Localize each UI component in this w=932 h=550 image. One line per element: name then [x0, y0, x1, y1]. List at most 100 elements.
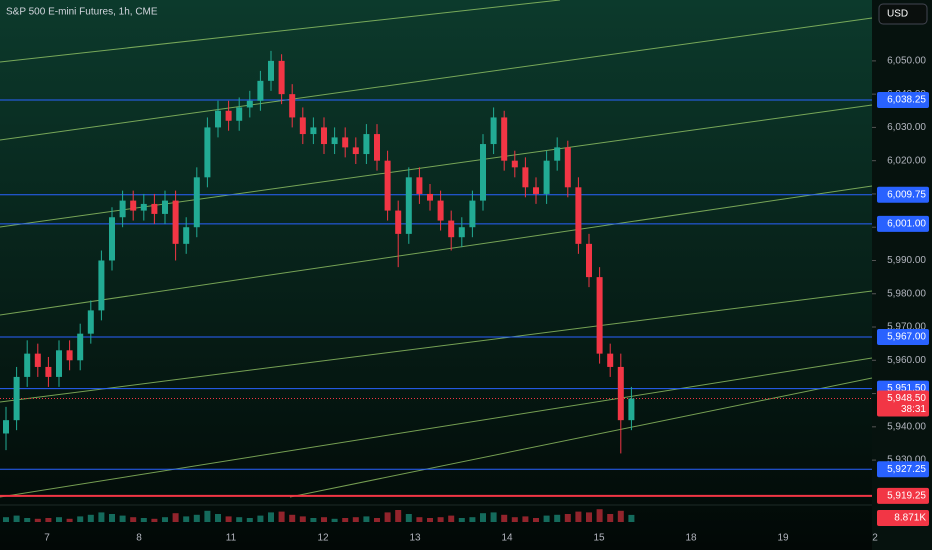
candle-body — [607, 353, 614, 367]
x-tick-label: 15 — [593, 533, 605, 544]
volume-bar — [246, 518, 253, 522]
y-tick-label: 6,050.00 — [887, 56, 926, 67]
level-label: 5,967.00 — [887, 332, 926, 343]
price-axis — [872, 0, 932, 550]
volume-bar — [56, 517, 62, 522]
volume-bar — [140, 518, 147, 522]
y-tick-label: 5,930.00 — [887, 455, 926, 466]
level-label: 6,038.25 — [887, 95, 926, 106]
volume-bar — [45, 518, 52, 522]
volume-bar — [310, 518, 317, 522]
candle-body — [480, 144, 486, 201]
level-box — [877, 328, 929, 345]
level-label: 5,951.50 — [887, 383, 926, 394]
volume-bar — [204, 510, 211, 522]
candle-body — [374, 134, 380, 161]
volume-bar — [342, 518, 349, 522]
volume-bar — [384, 512, 391, 522]
level-box — [877, 91, 929, 108]
candle-body — [596, 277, 603, 354]
candle-body — [543, 160, 550, 194]
volume-bar — [543, 515, 550, 522]
candle-body — [564, 147, 571, 188]
volume-bar — [13, 515, 20, 522]
volume-bar — [575, 511, 582, 522]
currency: USD — [887, 9, 908, 20]
candle-body — [162, 200, 168, 214]
volume-bar — [533, 518, 539, 522]
candle-body — [469, 200, 476, 228]
x-tick-label: 18 — [685, 533, 697, 544]
level-label: 6,009.75 — [887, 189, 926, 200]
volume-bar — [522, 516, 529, 522]
candle-body — [427, 193, 433, 201]
volume-bar — [427, 518, 433, 522]
volume-bar — [193, 514, 200, 522]
candle-body — [236, 107, 243, 121]
volume-bar — [87, 514, 94, 522]
volume-bar — [458, 518, 465, 522]
candle-body — [66, 350, 73, 361]
candle-body — [511, 160, 518, 168]
volume-bar — [3, 517, 9, 522]
volume-bar — [98, 512, 105, 522]
volume-bar — [278, 511, 285, 522]
candle-body — [45, 366, 52, 377]
volume-bar — [586, 512, 592, 522]
stop-box — [877, 487, 929, 504]
x-tick-label: 11 — [226, 533, 237, 544]
candle-body — [554, 147, 561, 161]
volume-bar — [564, 514, 571, 522]
x-tick-label: 14 — [501, 533, 513, 544]
candle-body — [13, 376, 20, 421]
volume-bar — [511, 517, 518, 522]
candle-body — [342, 137, 349, 148]
currency-button[interactable] — [878, 3, 928, 25]
candle-body — [268, 60, 274, 81]
candle-body — [109, 217, 115, 261]
volume-bar — [183, 516, 190, 522]
candle-body — [321, 127, 327, 145]
volume-bar — [130, 517, 137, 522]
candle-body — [215, 110, 221, 128]
candle-body — [437, 200, 444, 221]
level-label: 6,001.00 — [887, 219, 926, 230]
candle-body — [119, 200, 126, 218]
y-tick-label: 6,020.00 — [887, 155, 926, 166]
volume-bar — [151, 518, 158, 522]
x-tick-label: 12 — [317, 533, 329, 544]
volume-bar — [501, 514, 508, 522]
candle-body — [172, 200, 179, 244]
candle-body — [363, 134, 370, 155]
volume-bar — [628, 514, 635, 522]
volume-bar — [416, 517, 423, 522]
volume-bar — [437, 517, 444, 522]
candle-body — [140, 203, 147, 211]
x-tick-label: 13 — [409, 533, 421, 544]
volume-bar — [236, 517, 243, 522]
candle-body — [151, 203, 158, 214]
x-tick-label: 19 — [777, 533, 789, 544]
volume-bar — [448, 515, 455, 522]
volume-bar — [299, 516, 306, 522]
volume-bar — [66, 518, 73, 522]
volume-label-box — [877, 510, 929, 526]
volume-bar — [268, 512, 274, 522]
candle-body — [98, 260, 105, 311]
candle-body — [628, 398, 635, 421]
candle-body — [448, 220, 455, 238]
candle-body — [501, 117, 508, 161]
candle-body — [87, 310, 94, 334]
y-tick-label: 5,960.00 — [887, 355, 926, 366]
volume-bar — [321, 517, 327, 522]
candle-body — [278, 60, 285, 95]
level-box — [877, 461, 929, 478]
candle-body — [490, 117, 497, 145]
candle-body — [289, 94, 296, 118]
candle-body — [352, 147, 359, 155]
candle-body — [617, 366, 624, 421]
volume-bar — [607, 514, 614, 522]
volume-bar — [554, 514, 561, 522]
volume-bar — [257, 515, 264, 522]
